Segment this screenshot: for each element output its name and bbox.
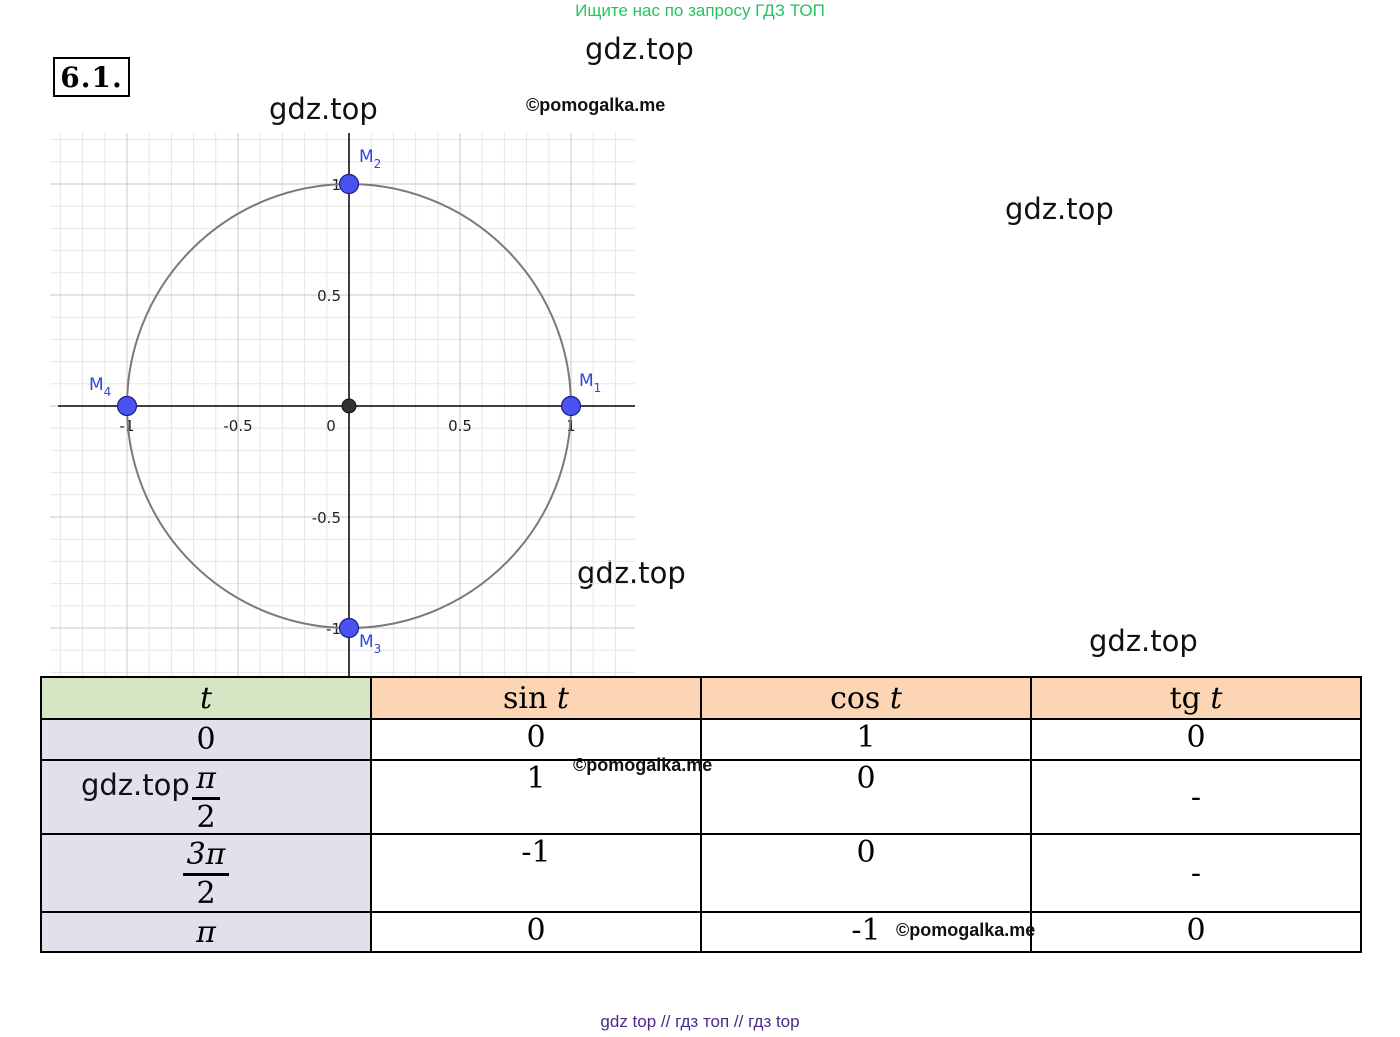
header-t: t bbox=[40, 676, 372, 720]
cell-tg: 0 bbox=[1030, 911, 1362, 953]
credit-watermark: ©pomogalka.me bbox=[573, 755, 713, 775]
cell-cos: 0 bbox=[700, 759, 1032, 835]
watermark: gdz.top bbox=[585, 32, 694, 66]
search-banner: Ищите нас по запросу ГДЗ ТОП bbox=[575, 1, 825, 20]
task-number: 6.1. bbox=[53, 57, 130, 97]
y-tick-label: -0.5 bbox=[312, 509, 341, 527]
x-tick-label: -0.5 bbox=[223, 417, 252, 435]
trig-values-table: t sin t cos t tg t 0 0 1 0 π 2 1 0 - 3π … bbox=[40, 676, 1362, 953]
point-label-m4: M4 bbox=[89, 375, 111, 399]
watermark: gdz.top bbox=[1005, 192, 1114, 226]
cell-t: π bbox=[40, 911, 372, 953]
cell-t: 0 bbox=[40, 718, 372, 761]
fraction: π 2 bbox=[192, 764, 220, 833]
point-label-m3: M3 bbox=[359, 632, 381, 656]
point-m2 bbox=[338, 173, 360, 195]
x-tick-label: 0.5 bbox=[448, 417, 472, 435]
point-label-subscript: 4 bbox=[104, 385, 112, 399]
cell-t: π 2 bbox=[40, 759, 372, 835]
fraction: 3π 2 bbox=[182, 840, 230, 909]
x-tick-label: 0 bbox=[326, 417, 336, 435]
cell-sin: 0 bbox=[370, 718, 702, 761]
point-label-m2: M2 bbox=[359, 147, 381, 171]
cell-t: 3π 2 bbox=[40, 833, 372, 913]
table-row: 0 0 1 0 bbox=[40, 718, 1362, 761]
credit-watermark: ©pomogalka.me bbox=[896, 920, 1036, 940]
point-label-subscript: 2 bbox=[374, 157, 382, 171]
header-sin: sin t bbox=[370, 676, 702, 720]
cell-tg: - bbox=[1030, 759, 1362, 835]
header-cos: cos t bbox=[700, 676, 1032, 720]
cell-sin: -1 bbox=[370, 833, 702, 913]
watermark: gdz.top bbox=[81, 768, 190, 802]
table-row: π 2 1 0 - bbox=[40, 759, 1362, 835]
cell-sin: 0 bbox=[370, 911, 702, 953]
footer-links: gdz top // гдз топ // гдз top bbox=[600, 1012, 800, 1031]
cell-cos: 1 bbox=[700, 718, 1032, 761]
cell-tg: 0 bbox=[1030, 718, 1362, 761]
y-tick-label: -1 bbox=[326, 620, 341, 638]
cell-cos: 0 bbox=[700, 833, 1032, 913]
table-header-row: t sin t cos t tg t bbox=[40, 676, 1362, 720]
point-m1 bbox=[560, 395, 582, 417]
cell-sin: 1 bbox=[370, 759, 702, 835]
origin-point bbox=[341, 398, 357, 414]
header-tg: tg t bbox=[1030, 676, 1362, 720]
table-row: π 0 -1 0 bbox=[40, 911, 1362, 953]
point-m3 bbox=[338, 617, 360, 639]
point-label-m1: M1 bbox=[579, 371, 601, 395]
y-tick-label: 0.5 bbox=[317, 287, 341, 305]
point-label-subscript: 1 bbox=[594, 381, 602, 395]
watermark: gdz.top bbox=[1089, 624, 1198, 658]
point-label-subscript: 3 bbox=[374, 642, 382, 656]
cell-cos: -1 bbox=[700, 911, 1032, 953]
watermark: gdz.top bbox=[269, 92, 378, 126]
table-row: 3π 2 -1 0 - bbox=[40, 833, 1362, 913]
cell-tg: - bbox=[1030, 833, 1362, 913]
credit-watermark: ©pomogalka.me bbox=[526, 95, 666, 115]
point-m4 bbox=[116, 395, 138, 417]
